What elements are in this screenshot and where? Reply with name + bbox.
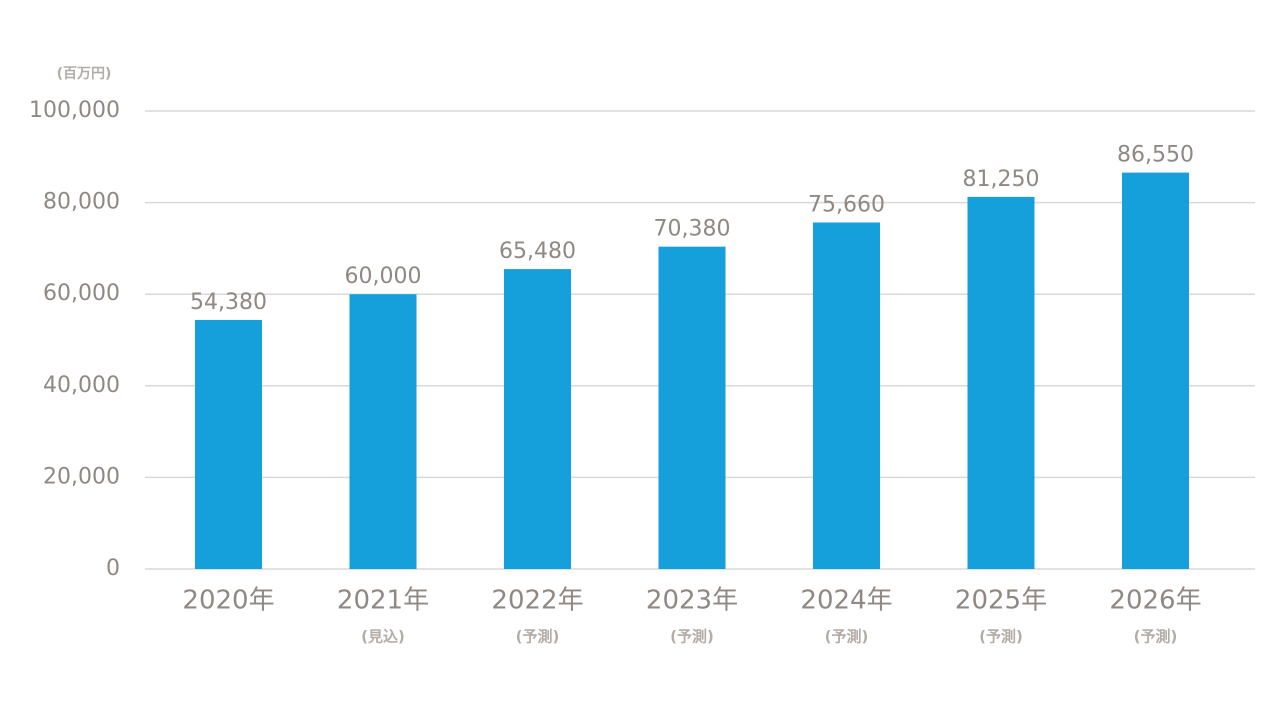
y-tick-label: 20,000	[43, 464, 120, 489]
value-label: 70,380	[654, 217, 731, 242]
x-tick-label: 2025年	[955, 586, 1047, 616]
x-tick-label: 2026年	[1109, 586, 1201, 616]
y-axis-label: (百万円)	[57, 66, 112, 82]
x-tick-note: (予測)	[979, 628, 1023, 646]
x-tick-note: (予測)	[825, 628, 869, 646]
y-tick-label: 80,000	[43, 190, 120, 215]
x-tick-note: (予測)	[516, 628, 560, 646]
x-tick-label: 2021年	[337, 586, 429, 616]
y-tick-label: 40,000	[43, 373, 120, 398]
value-label: 65,480	[499, 239, 576, 264]
bar	[813, 222, 880, 569]
x-tick-label: 2022年	[491, 586, 583, 616]
bar	[504, 269, 571, 569]
bar	[967, 196, 1035, 569]
x-tick-note: (予測)	[670, 628, 714, 646]
value-label: 86,550	[1117, 143, 1194, 168]
x-tick-label: 2024年	[800, 586, 892, 616]
x-tick-note: (予測)	[1134, 628, 1178, 646]
bar	[195, 319, 262, 569]
y-tick-label: 100,000	[29, 98, 120, 123]
x-tick-label: 2023年	[646, 586, 738, 616]
value-label: 60,000	[345, 264, 422, 289]
x-tick-note: (見込)	[361, 628, 405, 646]
bar	[1122, 172, 1189, 569]
value-label: 81,250	[963, 167, 1040, 192]
bar	[349, 294, 417, 569]
y-tick-label: 60,000	[43, 281, 120, 306]
x-tick-label: 2020年	[182, 586, 274, 616]
y-tick-label: 0	[106, 556, 120, 581]
value-label: 75,660	[808, 192, 885, 217]
bar	[658, 246, 726, 569]
value-label: 54,380	[190, 290, 267, 315]
